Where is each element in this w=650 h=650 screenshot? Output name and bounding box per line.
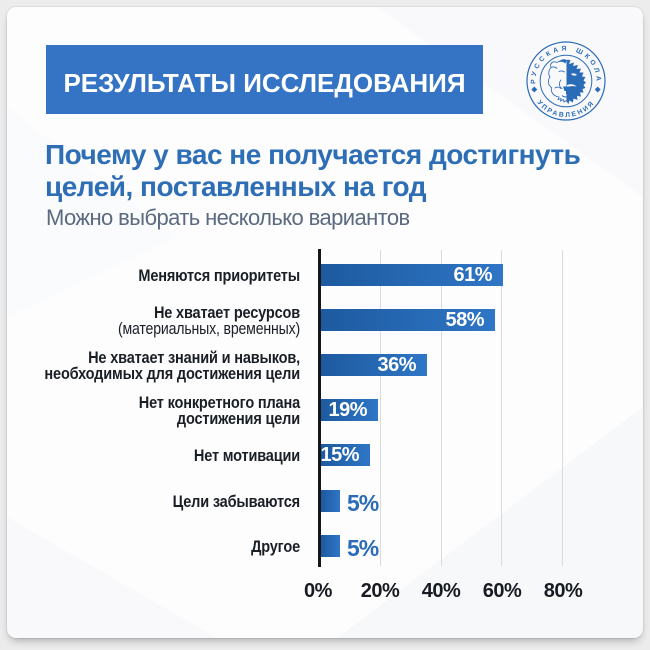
- svg-text:УПРАВЛЕНИЯ: УПРАВЛЕНИЯ: [535, 99, 596, 119]
